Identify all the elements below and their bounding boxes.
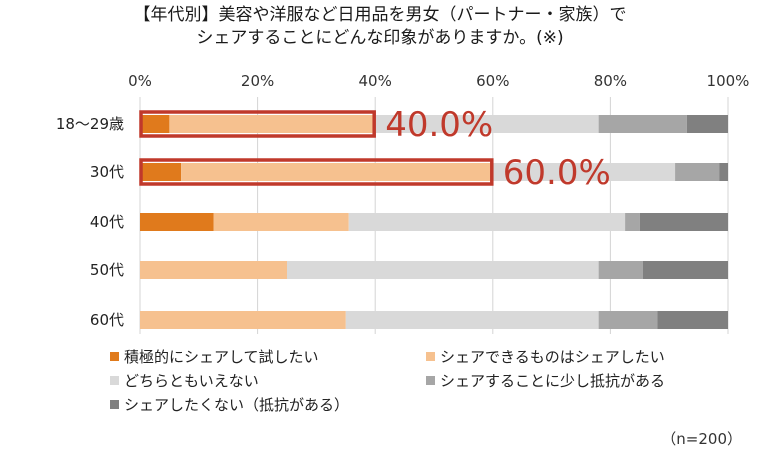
bar-segment <box>598 261 643 279</box>
sample-size: （n=200） <box>661 430 742 448</box>
bar-segment <box>686 115 728 133</box>
legend-label: どちらともいえない <box>124 372 259 390</box>
legend-label: シェアしたくない（抵抗がある） <box>124 396 350 414</box>
bar-segment <box>348 213 626 231</box>
bar-segment <box>140 261 287 279</box>
legend-item-share-if-possible: シェアできるものはシェアしたい <box>426 346 665 367</box>
highlight-box <box>139 158 494 186</box>
legend-swatch <box>426 376 435 385</box>
bar-segment <box>345 311 599 329</box>
bar-segment <box>287 261 599 279</box>
legend-swatch <box>426 352 435 361</box>
bar-segment <box>675 163 720 181</box>
bar-segment <box>375 115 599 133</box>
bar-segment <box>625 213 640 231</box>
legend-swatch <box>110 376 119 385</box>
category-label: 60代 <box>90 311 124 329</box>
bar-segment <box>140 115 170 133</box>
chart-title-line2: シェアすることにどんな印象がありますか。(※) <box>196 28 564 48</box>
category-label: 30代 <box>90 163 124 181</box>
category-label: 40代 <box>90 213 124 231</box>
x-tick-label: 20% <box>241 72 274 90</box>
legend-swatch <box>110 352 119 361</box>
legend-item-slight-resistance: シェアすることに少し抵抗がある <box>426 370 665 391</box>
bar-segment <box>140 163 182 181</box>
bar-segment <box>719 163 728 181</box>
bar-segment <box>140 213 214 231</box>
chart-title: 【年代別】美容や洋服など日用品を男女（パートナー・家族）で シェアすることにどん… <box>0 4 760 50</box>
x-tick-label: 60% <box>476 72 509 90</box>
highlight-box <box>139 110 376 138</box>
bar-segment <box>213 213 349 231</box>
bar-segment <box>598 115 687 133</box>
highlight-label: 60.0% <box>503 153 611 193</box>
legend-item-do-not-share: シェアしたくない（抵抗がある） <box>110 394 349 415</box>
bar-segment <box>140 311 346 329</box>
legend-item-active-share: 積極的にシェアして試したい <box>110 346 319 367</box>
highlight-label: 40.0% <box>385 105 493 145</box>
x-tick-label: 100% <box>707 72 750 90</box>
bar-segment <box>639 213 728 231</box>
x-tick-label: 80% <box>594 72 627 90</box>
legend-swatch <box>110 400 119 409</box>
bar-segment <box>642 261 728 279</box>
x-tick-label: 40% <box>359 72 392 90</box>
legend-item-neutral: どちらともいえない <box>110 370 259 391</box>
legend-label: 積極的にシェアして試したい <box>124 348 319 366</box>
legend-label: シェアできるものはシェアしたい <box>440 348 665 366</box>
bar-segment <box>598 311 658 329</box>
category-label: 18〜29歳 <box>56 115 124 133</box>
bar-segment <box>492 163 676 181</box>
bar-segment <box>181 163 493 181</box>
bar-segment <box>169 115 376 133</box>
x-tick-label: 0% <box>128 72 152 90</box>
chart-title-line1: 【年代別】美容や洋服など日用品を男女（パートナー・家族）で <box>133 5 627 25</box>
legend-label: シェアすることに少し抵抗がある <box>440 372 666 390</box>
bar-segment <box>657 311 728 329</box>
category-label: 50代 <box>90 261 124 279</box>
